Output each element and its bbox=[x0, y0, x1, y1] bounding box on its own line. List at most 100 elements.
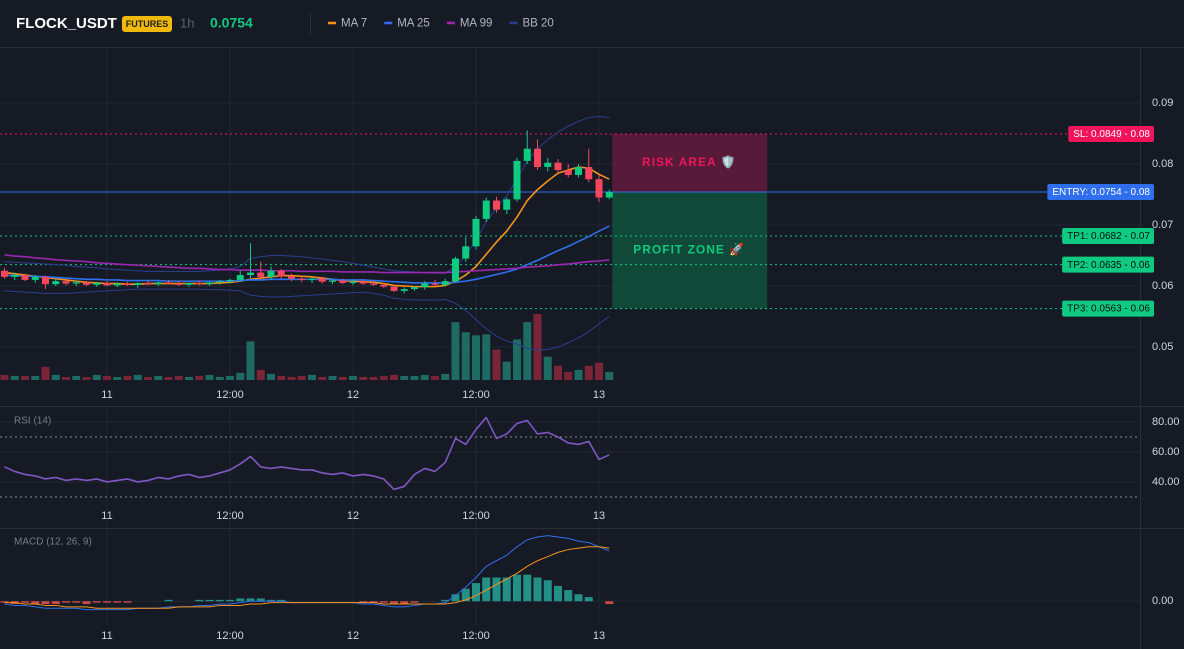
x-tick-label: 11 bbox=[101, 630, 112, 642]
histogram-bar bbox=[533, 577, 542, 602]
histogram-bar bbox=[472, 583, 480, 602]
x-tick-label: 12:00 bbox=[216, 630, 244, 642]
x-tick-label: 11 bbox=[101, 510, 112, 522]
volume-bar bbox=[51, 374, 60, 380]
y-tick-label: 40.00 bbox=[1152, 476, 1180, 488]
level-tag-background bbox=[1062, 300, 1154, 317]
candle-body bbox=[52, 281, 60, 285]
volume-bar bbox=[21, 375, 29, 380]
candle-body bbox=[185, 282, 193, 285]
volume-bar bbox=[133, 374, 142, 380]
legend-label: MA 7 bbox=[341, 18, 367, 30]
x-tick-label: 12 bbox=[347, 510, 359, 522]
volume-bar bbox=[215, 376, 224, 380]
candle-body bbox=[247, 272, 254, 276]
candle-body bbox=[513, 160, 521, 200]
volume-bar bbox=[62, 376, 70, 380]
zone-label: PROFIT ZONE 🚀 bbox=[633, 242, 745, 256]
histogram-bar bbox=[574, 594, 583, 602]
level-tag-background bbox=[1062, 256, 1154, 273]
histogram-bar bbox=[267, 599, 275, 602]
candle-body bbox=[411, 287, 418, 290]
y-tick-label: 0.05 bbox=[1152, 341, 1173, 353]
candle-body bbox=[31, 276, 39, 280]
candle-body bbox=[329, 280, 336, 282]
candle-body bbox=[400, 289, 408, 291]
level-tag: SL: 0.0849 - 0.08 bbox=[1073, 129, 1150, 140]
candle-body bbox=[575, 167, 582, 175]
histogram-bar bbox=[215, 599, 224, 602]
histogram-bar bbox=[62, 601, 70, 603]
candle-body bbox=[462, 246, 470, 259]
histogram-bar bbox=[31, 601, 40, 605]
volume-bar bbox=[154, 375, 163, 380]
volume-bar bbox=[492, 349, 501, 380]
legend-label: MA 99 bbox=[460, 18, 493, 30]
volume-bar bbox=[277, 375, 286, 380]
candle-body bbox=[534, 148, 541, 168]
volume-bar bbox=[410, 375, 419, 380]
x-tick-label: 13 bbox=[593, 389, 605, 401]
zone-layer bbox=[0, 133, 1140, 310]
candle-body bbox=[390, 286, 398, 291]
candle-body bbox=[144, 282, 152, 285]
volume-bar bbox=[431, 375, 439, 380]
volume-bar bbox=[564, 371, 573, 380]
volume-bar bbox=[349, 375, 357, 380]
candle-body bbox=[226, 279, 234, 282]
candle-body bbox=[308, 278, 316, 280]
candle-body bbox=[452, 258, 459, 282]
badge-background bbox=[122, 16, 172, 32]
zone-label: RISK AREA 🛡️ bbox=[642, 155, 736, 169]
volume-bar bbox=[472, 335, 480, 380]
histogram-bar bbox=[390, 601, 398, 605]
y-tick-label: 0.06 bbox=[1152, 280, 1173, 292]
volume-bar bbox=[185, 376, 193, 380]
candle-body bbox=[113, 283, 121, 286]
candle-body bbox=[1, 270, 8, 277]
volume-bar bbox=[205, 374, 214, 380]
histogram-bar bbox=[441, 599, 450, 602]
legend-label: BB 20 bbox=[522, 18, 553, 30]
zone bbox=[612, 134, 768, 193]
histogram-bar bbox=[246, 598, 255, 602]
candle-body bbox=[175, 283, 183, 285]
level-tag: TP3: 0.0563 - 0.06 bbox=[1067, 304, 1150, 315]
volume-bar bbox=[554, 365, 562, 380]
volume-bar bbox=[533, 314, 542, 380]
level-tag: TP2: 0.0635 - 0.06 bbox=[1067, 260, 1150, 271]
candle-body bbox=[544, 162, 552, 168]
histogram-bar bbox=[359, 601, 368, 603]
volume-bar bbox=[287, 376, 296, 380]
histogram-bar bbox=[554, 585, 562, 602]
candle-body bbox=[431, 283, 439, 285]
volume-bar bbox=[328, 375, 337, 380]
header: FLOCK_USDT FUTURES 1h 0.0754 MA 7 MA 25 MA… bbox=[16, 13, 554, 35]
candle-body bbox=[472, 218, 480, 247]
volume-bar bbox=[256, 369, 265, 380]
candle-body bbox=[554, 162, 562, 171]
histogram-bar bbox=[0, 601, 9, 603]
x-tick-label: 12:00 bbox=[462, 510, 490, 522]
x-tick-label: 11 bbox=[101, 389, 112, 401]
volume-bar bbox=[338, 376, 347, 380]
x-tick-label: 12 bbox=[347, 630, 359, 642]
candle-body bbox=[267, 270, 275, 277]
y-tick-label: 0.00 bbox=[1152, 595, 1173, 607]
candle-body bbox=[349, 281, 357, 283]
y-tick-label: 0.08 bbox=[1152, 158, 1173, 170]
candle-body bbox=[503, 199, 511, 210]
band-upper bbox=[4, 115, 610, 274]
symbol: FLOCK_USDT bbox=[16, 15, 117, 32]
candle-body bbox=[421, 283, 429, 288]
y-tick-label: 0.07 bbox=[1152, 219, 1173, 231]
level-tag: TP1: 0.0682 - 0.07 bbox=[1067, 231, 1150, 242]
histogram-bar bbox=[451, 594, 460, 602]
moving-average bbox=[4, 225, 610, 284]
grid-layer bbox=[0, 48, 1140, 625]
histogram-bar bbox=[72, 601, 81, 603]
volume-bar bbox=[379, 375, 388, 380]
volume-bar bbox=[390, 374, 398, 380]
histogram-bar bbox=[164, 599, 173, 602]
x-tick-label: 12:00 bbox=[216, 389, 244, 401]
